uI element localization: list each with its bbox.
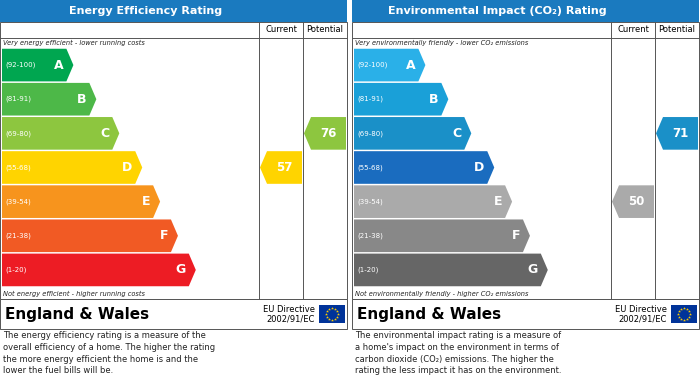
Bar	[352, 0, 699, 22]
Text: (81-91): (81-91)	[5, 96, 31, 102]
Polygon shape	[354, 83, 449, 115]
Text: G: G	[176, 264, 186, 276]
Text: E: E	[494, 195, 502, 208]
Bar	[319, 305, 345, 323]
Text: Potential: Potential	[307, 25, 344, 34]
Text: (55-68): (55-68)	[357, 164, 383, 171]
Text: Very energy efficient - lower running costs: Very energy efficient - lower running co…	[3, 40, 145, 46]
Text: EU Directive: EU Directive	[263, 305, 315, 314]
Polygon shape	[2, 151, 142, 184]
Polygon shape	[354, 151, 494, 184]
Polygon shape	[354, 49, 426, 81]
Text: 76: 76	[321, 127, 337, 140]
Text: 2002/91/EC: 2002/91/EC	[267, 315, 315, 324]
Polygon shape	[354, 254, 548, 286]
Text: (92-100): (92-100)	[357, 62, 387, 68]
Text: (69-80): (69-80)	[357, 130, 383, 136]
Text: Environmental Impact (CO₂) Rating: Environmental Impact (CO₂) Rating	[389, 6, 607, 16]
Text: (1-20): (1-20)	[357, 267, 379, 273]
Text: G: G	[528, 264, 538, 276]
Text: D: D	[474, 161, 484, 174]
Polygon shape	[2, 117, 119, 150]
Text: Energy Efficiency Rating: Energy Efficiency Rating	[69, 6, 223, 16]
Text: C: C	[452, 127, 461, 140]
Text: A: A	[54, 59, 64, 72]
Text: (92-100): (92-100)	[5, 62, 36, 68]
Polygon shape	[354, 185, 512, 218]
Text: (39-54): (39-54)	[357, 198, 383, 205]
Text: Current: Current	[617, 25, 649, 34]
Text: B: B	[429, 93, 438, 106]
Text: The energy efficiency rating is a measure of the
overall efficiency of a home. T: The energy efficiency rating is a measur…	[3, 331, 215, 375]
Polygon shape	[2, 254, 196, 286]
Text: 2002/91/EC: 2002/91/EC	[619, 315, 667, 324]
Text: Very environmentally friendly - lower CO₂ emissions: Very environmentally friendly - lower CO…	[355, 40, 528, 46]
Polygon shape	[354, 219, 530, 252]
Text: Not environmentally friendly - higher CO₂ emissions: Not environmentally friendly - higher CO…	[355, 291, 528, 297]
Text: The environmental impact rating is a measure of
a home's impact on the environme: The environmental impact rating is a mea…	[355, 331, 561, 375]
Text: (21-38): (21-38)	[5, 233, 31, 239]
Text: (81-91): (81-91)	[357, 96, 383, 102]
Bar	[352, 299, 699, 329]
Text: (1-20): (1-20)	[5, 267, 27, 273]
Polygon shape	[2, 83, 97, 115]
Text: Current: Current	[265, 25, 297, 34]
Text: D: D	[122, 161, 132, 174]
Text: Potential: Potential	[659, 25, 696, 34]
Bar	[352, 22, 699, 299]
Text: (55-68): (55-68)	[5, 164, 31, 171]
Polygon shape	[354, 117, 471, 150]
Polygon shape	[2, 185, 160, 218]
Bar	[0, 299, 347, 329]
Text: (21-38): (21-38)	[357, 233, 383, 239]
Text: 57: 57	[276, 161, 293, 174]
Text: 71: 71	[673, 127, 689, 140]
Text: EU Directive: EU Directive	[615, 305, 667, 314]
Polygon shape	[2, 49, 73, 81]
Text: F: F	[160, 229, 168, 242]
Text: B: B	[77, 93, 86, 106]
Text: F: F	[512, 229, 520, 242]
Text: (39-54): (39-54)	[5, 198, 31, 205]
Text: 50: 50	[629, 195, 645, 208]
Text: England & Wales: England & Wales	[357, 307, 501, 321]
Bar	[671, 305, 697, 323]
Text: Not energy efficient - higher running costs: Not energy efficient - higher running co…	[3, 291, 145, 297]
Text: (69-80): (69-80)	[5, 130, 31, 136]
Polygon shape	[2, 219, 178, 252]
Bar	[0, 22, 347, 299]
Text: A: A	[406, 59, 415, 72]
Polygon shape	[612, 185, 654, 218]
Polygon shape	[304, 117, 346, 150]
Text: E: E	[141, 195, 150, 208]
Bar	[0, 0, 347, 22]
Polygon shape	[260, 151, 302, 184]
Text: C: C	[100, 127, 109, 140]
Text: England & Wales: England & Wales	[5, 307, 149, 321]
Polygon shape	[656, 117, 698, 150]
